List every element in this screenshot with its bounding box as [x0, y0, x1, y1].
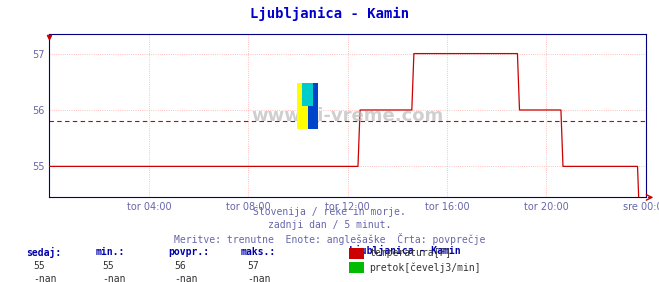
- Text: www.si-vreme.com: www.si-vreme.com: [252, 107, 444, 125]
- Text: maks.:: maks.:: [241, 247, 275, 257]
- Text: Slovenija / reke in morje.: Slovenija / reke in morje.: [253, 207, 406, 217]
- Text: Ljubljanica - Kamin: Ljubljanica - Kamin: [349, 245, 461, 256]
- Text: min.:: min.:: [96, 247, 125, 257]
- Bar: [297, 83, 308, 129]
- Text: povpr.:: povpr.:: [168, 247, 209, 257]
- Text: -nan: -nan: [175, 274, 198, 282]
- Text: Meritve: trenutne  Enote: anglešaške  Črta: povprečje: Meritve: trenutne Enote: anglešaške Črta…: [174, 233, 485, 245]
- Text: -nan: -nan: [33, 274, 57, 282]
- Text: sedaj:: sedaj:: [26, 247, 61, 258]
- Bar: [308, 83, 318, 129]
- Bar: [302, 83, 313, 106]
- Text: 56: 56: [175, 261, 186, 271]
- Text: 55: 55: [102, 261, 114, 271]
- Text: pretok[čevelj3/min]: pretok[čevelj3/min]: [369, 262, 480, 273]
- Text: temperatura[F]: temperatura[F]: [369, 248, 451, 258]
- Text: Ljubljanica - Kamin: Ljubljanica - Kamin: [250, 7, 409, 21]
- Text: 55: 55: [33, 261, 45, 271]
- Text: -nan: -nan: [102, 274, 126, 282]
- Text: 57: 57: [247, 261, 259, 271]
- Text: -nan: -nan: [247, 274, 271, 282]
- Text: zadnji dan / 5 minut.: zadnji dan / 5 minut.: [268, 220, 391, 230]
